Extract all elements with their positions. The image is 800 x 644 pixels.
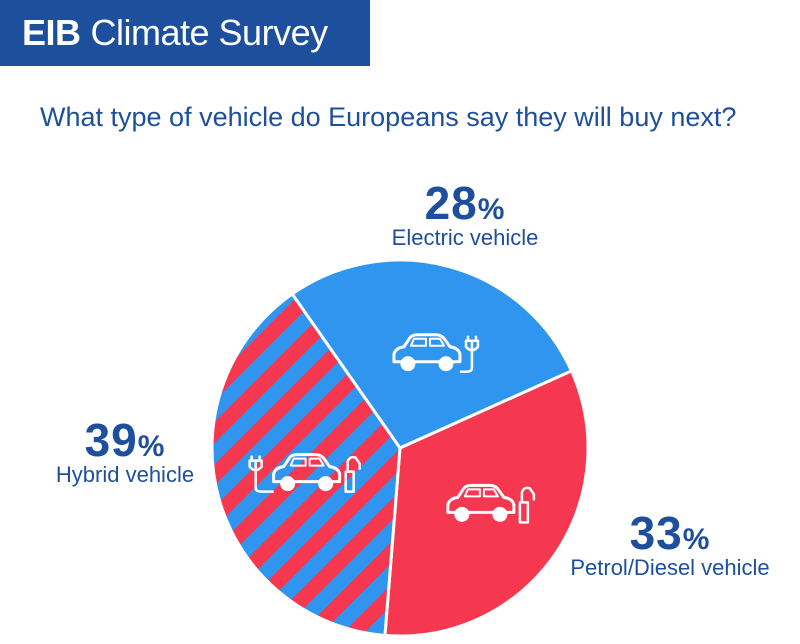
pct-petrol: 33%	[629, 507, 711, 559]
cat-petrol: Petrol/Diesel vehicle	[570, 555, 770, 580]
header-title: Climate Survey	[90, 12, 329, 53]
label-hybrid: 39% Hybrid vehicle	[50, 417, 200, 487]
hybrid-car-icon	[248, 453, 361, 493]
chart-title: What type of vehicle do Europeans say th…	[40, 102, 737, 132]
cat-electric: Electric vehicle	[391, 225, 539, 250]
pct-hybrid: 39%	[84, 414, 166, 466]
label-petrol: 33% Petrol/Diesel vehicle	[560, 510, 780, 580]
cat-hybrid: Hybrid vehicle	[55, 462, 195, 487]
survey-header: EIB Climate Survey	[0, 0, 370, 66]
petrol-car-icon	[446, 483, 536, 524]
slice-petrol	[383, 368, 590, 638]
pct-electric: 28%	[424, 177, 506, 229]
header-brand: EIB	[22, 12, 81, 53]
electric-car-icon	[392, 333, 480, 374]
label-electric: 28% Electric vehicle	[390, 180, 540, 250]
